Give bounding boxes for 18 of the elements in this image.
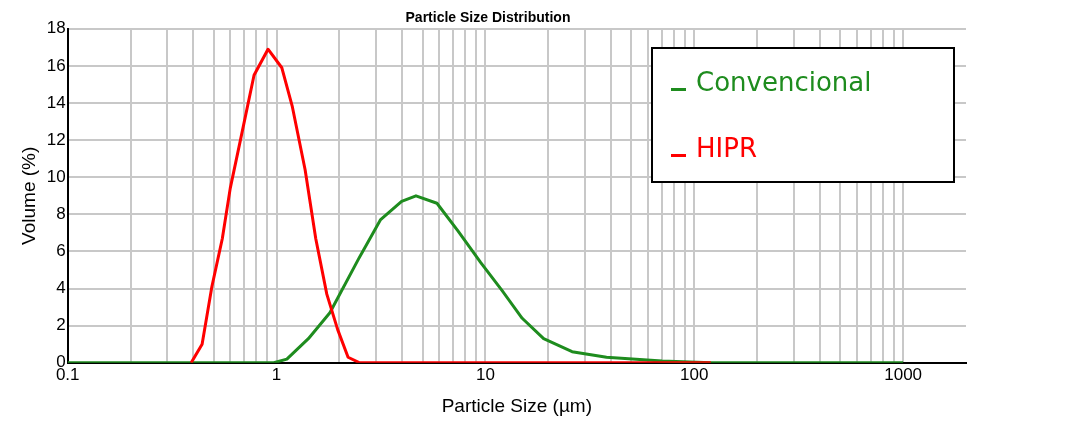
y-tick-label: 14 bbox=[46, 92, 66, 112]
chart-title: Particle Size Distribution bbox=[405, 9, 571, 26]
x-tick-label: 10 bbox=[475, 364, 495, 384]
y-tick-label: 10 bbox=[46, 166, 66, 186]
legend-label: Convencional bbox=[696, 66, 872, 97]
y-tick-label: 4 bbox=[56, 278, 66, 298]
y-tick-label: 12 bbox=[46, 129, 66, 149]
x-axis-title: Particle Size (µm) bbox=[441, 394, 593, 416]
x-tick-label: 1 bbox=[271, 364, 282, 384]
x-tick-label: 100 bbox=[680, 364, 709, 384]
y-tick-label: 8 bbox=[56, 204, 66, 224]
x-tick-label: 1000 bbox=[884, 364, 923, 384]
legend-label: HIPR bbox=[696, 132, 757, 163]
y-axis-title: Volume (%) bbox=[17, 146, 39, 245]
y-tick-label: 6 bbox=[56, 241, 66, 261]
y-tick-label: 16 bbox=[46, 55, 66, 75]
y-tick-label: 18 bbox=[46, 18, 66, 38]
y-tick-label: 2 bbox=[56, 315, 66, 335]
